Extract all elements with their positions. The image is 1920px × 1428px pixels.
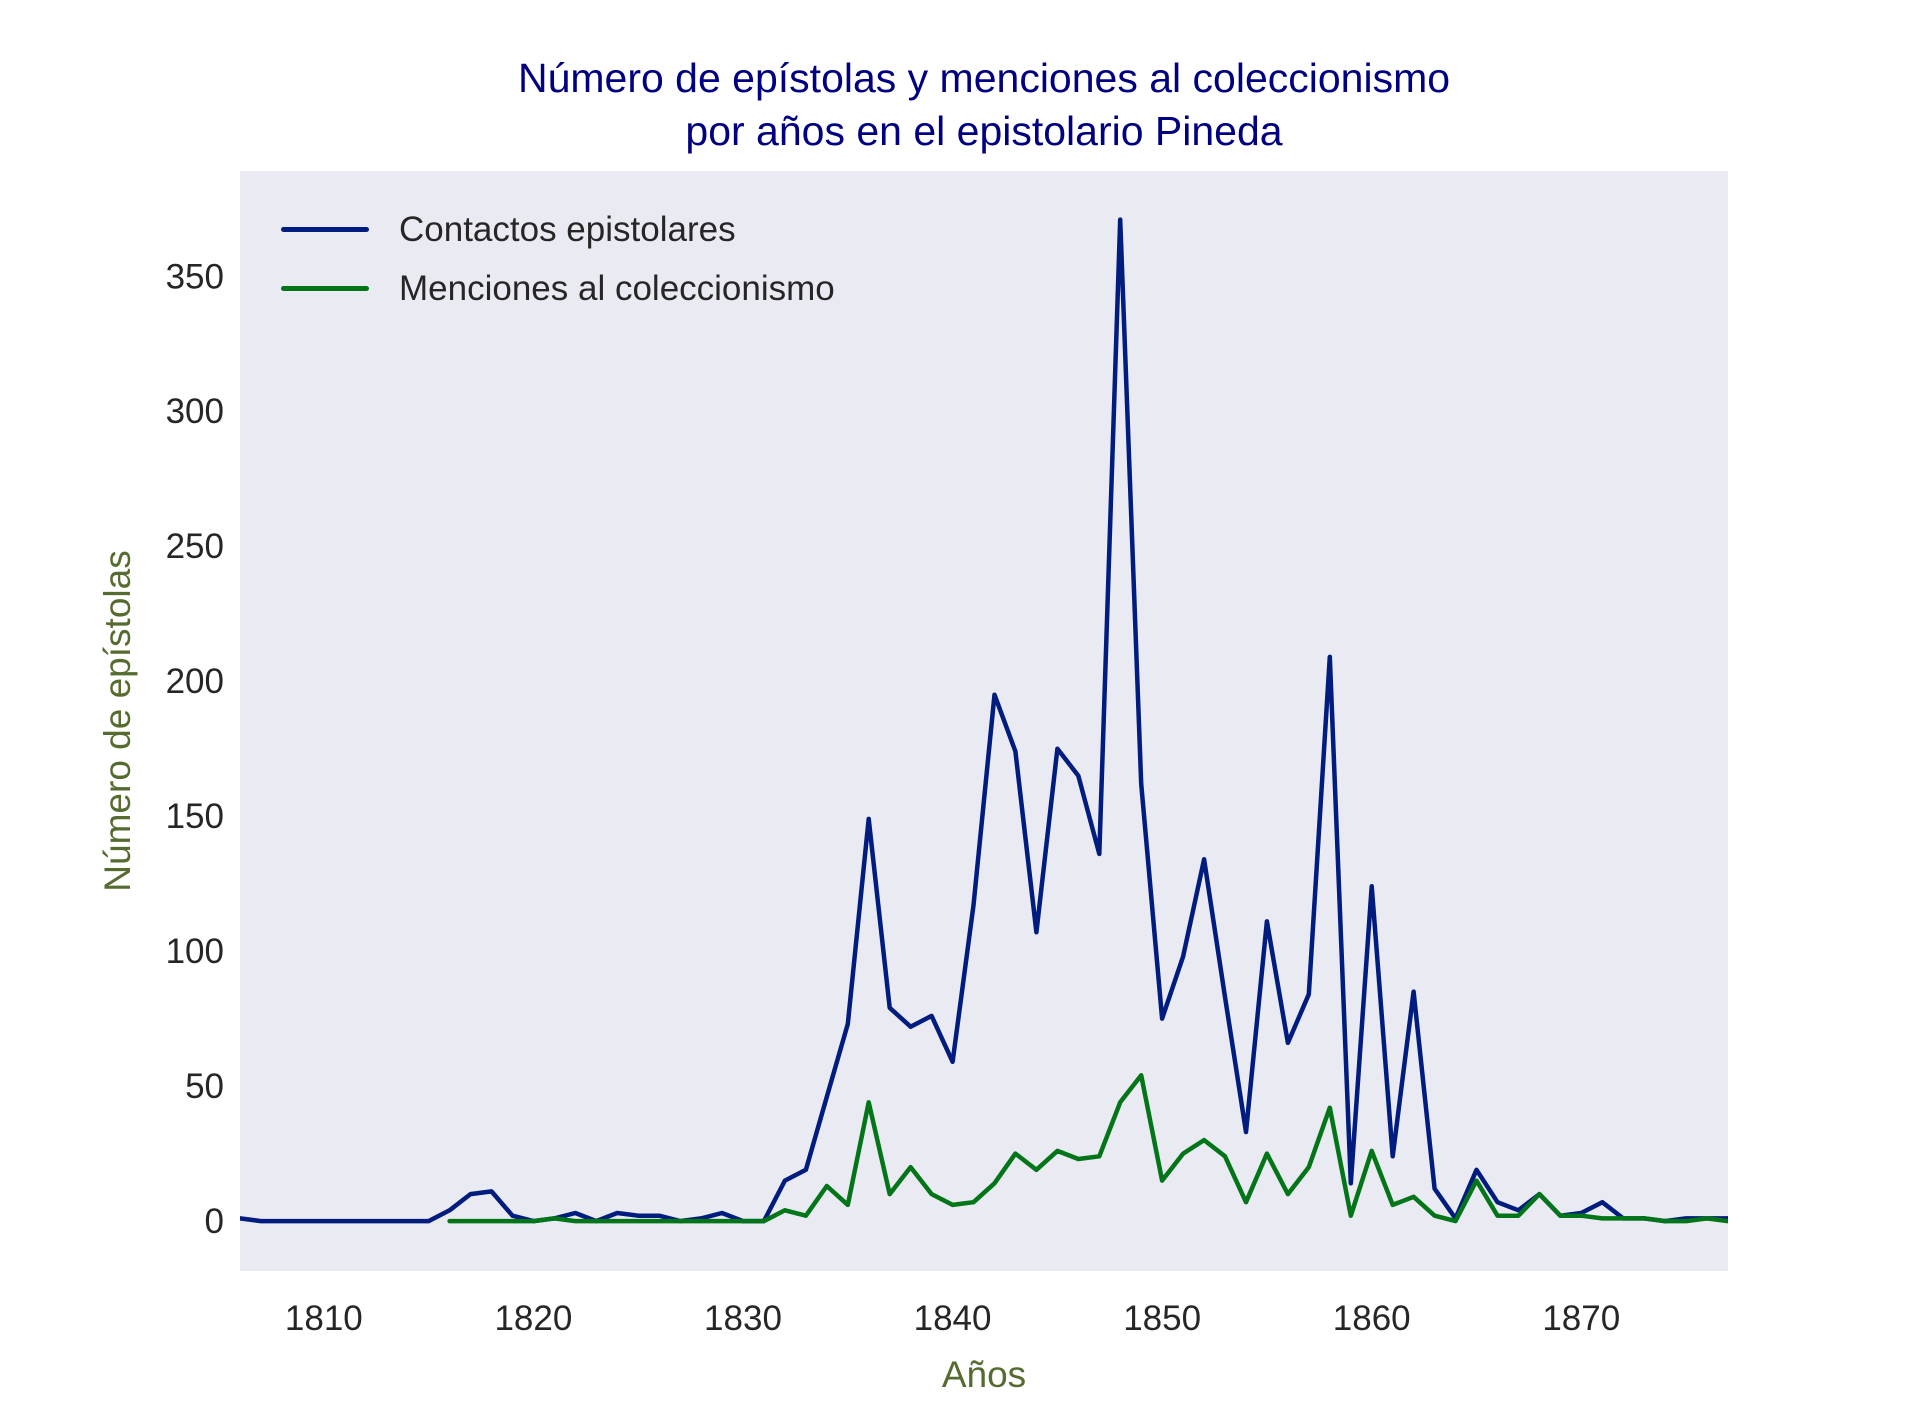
y-tick-label: 0 [205,1202,224,1241]
y-tick-label: 150 [166,797,224,836]
y-axis-label: Número de epístolas [97,550,138,892]
legend-label: Menciones al coleccionismo [399,268,835,308]
legend-label: Contactos epistolares [399,209,736,249]
data-lines [240,217,1728,1224]
y-tick-label: 250 [166,527,224,566]
x-tick-label: 1860 [1333,1299,1411,1338]
y-tick-label: 300 [166,392,224,431]
y-tick-label: 50 [185,1067,224,1106]
x-tick-label: 1830 [704,1299,782,1338]
legend-item-contactos: Contactos epistolares [270,200,835,259]
chart-title-line-2: por años en el epistolario Pineda [685,108,1283,154]
series-line-menciones [447,1073,1728,1224]
x-tick-label: 1820 [494,1299,572,1338]
legend: Contactos epistolares Menciones al colec… [270,200,835,318]
y-tick-label: 100 [166,932,224,971]
x-tick-label: 1850 [1123,1299,1201,1338]
x-tick-label: 1810 [285,1299,363,1338]
legend-line-icon [281,286,369,291]
legend-item-menciones: Menciones al coleccionismo [270,259,835,318]
y-tick-label: 350 [166,257,224,296]
x-tick-label: 1840 [914,1299,992,1338]
x-tick-labels: 1810 1820 1830 1840 1850 1860 1870 [285,1299,1620,1338]
legend-line-icon [281,227,369,232]
axes-background [240,171,1728,1271]
series-line-contactos [240,217,1728,1224]
x-axis-label: Años [941,1354,1027,1395]
x-tick-label: 1870 [1542,1299,1620,1338]
y-tick-label: 200 [166,662,224,701]
chart-title-line-1: Número de epístolas y menciones al colec… [517,55,1451,101]
y-tick-labels: 0 50 100 150 200 250 300 350 [166,257,224,1241]
